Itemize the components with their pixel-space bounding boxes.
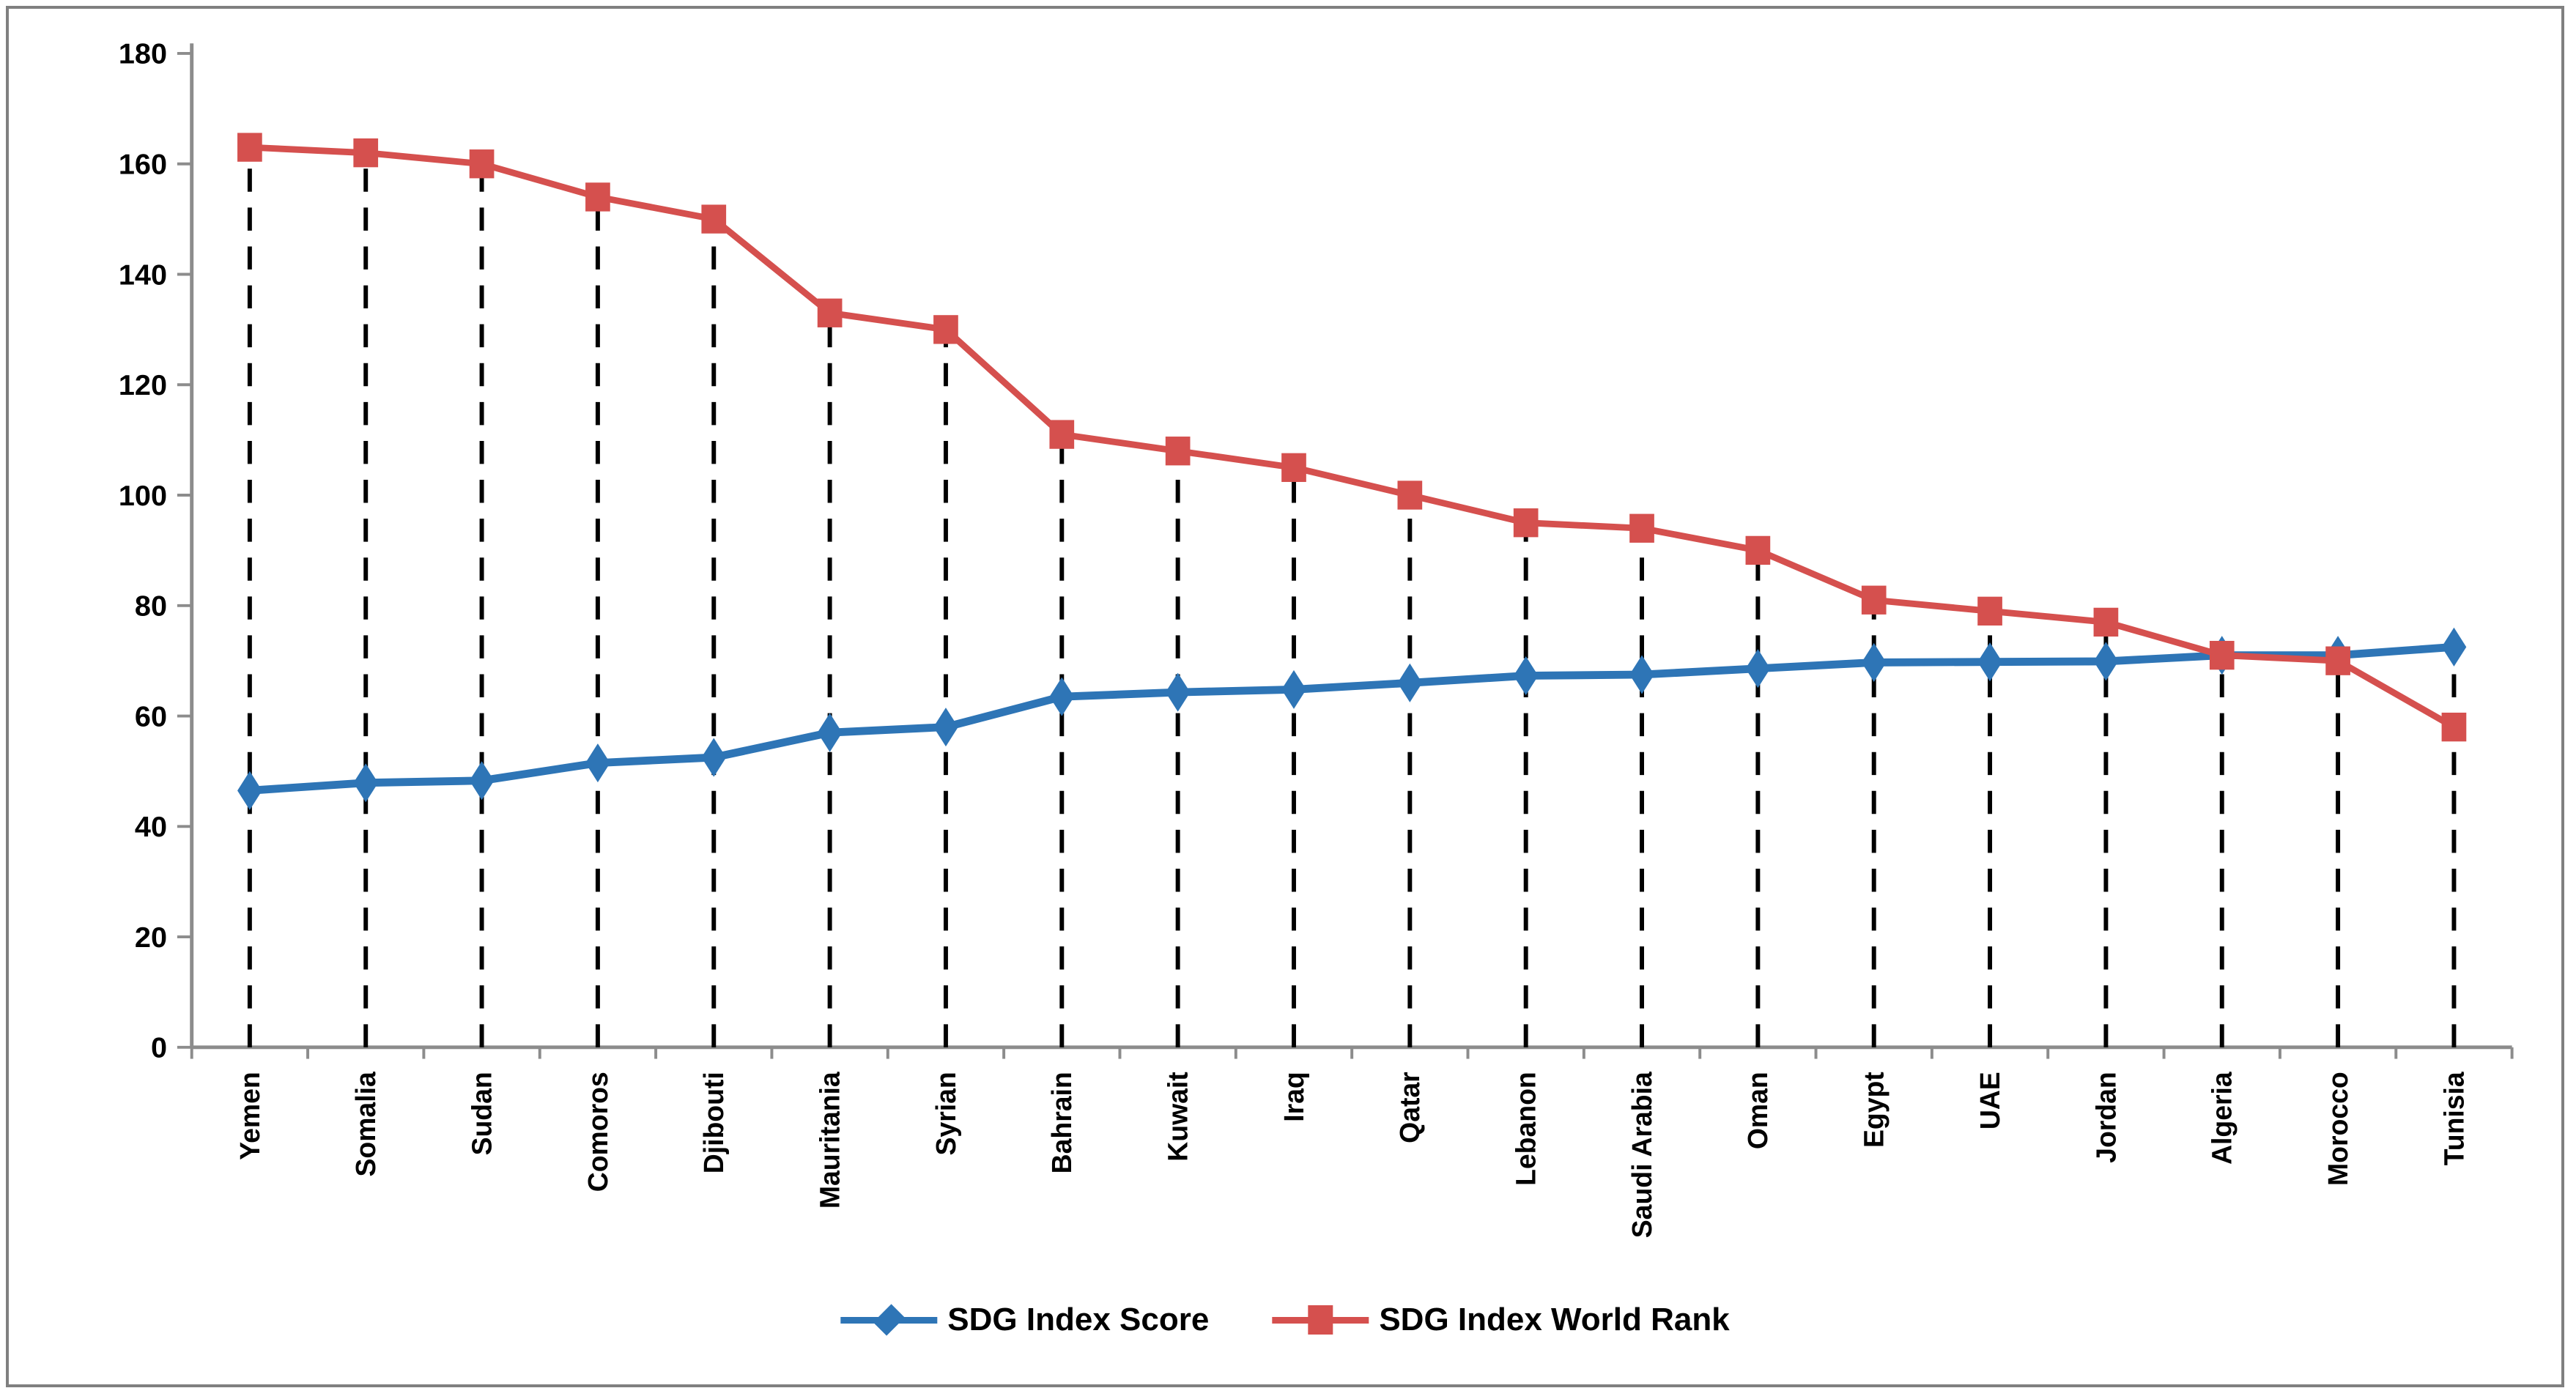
x-category-label: Comoros [582, 1072, 613, 1192]
x-category-label: Mauritania [814, 1071, 845, 1209]
y-tick-label: 0 [151, 1032, 167, 1064]
data-point-rank[interactable] [1745, 535, 1771, 565]
data-point-rank[interactable] [2325, 646, 2350, 675]
x-category-label: Kuwait [1162, 1072, 1193, 1162]
data-point-score[interactable] [933, 708, 958, 747]
data-point-score[interactable] [2093, 642, 2119, 681]
data-point-rank[interactable] [2209, 640, 2235, 670]
x-category-label: Algeria [2207, 1071, 2238, 1165]
diamond-marker-icon [873, 1304, 905, 1336]
y-tick-label: 100 [119, 480, 167, 512]
data-point-rank[interactable] [1977, 596, 2002, 626]
x-category-label: Lebanon [1510, 1072, 1541, 1186]
legend-item-sdg-index-score[interactable]: SDG Index Score [840, 1299, 1209, 1340]
data-point-score[interactable] [1281, 669, 1306, 709]
data-point-score[interactable] [469, 761, 495, 801]
data-point-score[interactable] [701, 738, 727, 777]
data-point-rank[interactable] [1165, 437, 1191, 466]
data-point-score[interactable] [2441, 627, 2467, 667]
x-category-label: Jordan [2090, 1072, 2121, 1163]
legend-label-score: SDG Index Score [947, 1302, 1210, 1337]
y-tick-label: 160 [119, 149, 167, 181]
x-category-label: Morocco [2323, 1072, 2353, 1186]
data-point-rank[interactable] [1861, 585, 1887, 615]
data-point-rank[interactable] [2093, 607, 2119, 637]
legend-item-sdg-index-world-rank[interactable]: SDG Index World Rank [1272, 1299, 1730, 1340]
series-line-rank[interactable] [246, 144, 2457, 731]
data-point-rank[interactable] [1281, 453, 1306, 482]
data-point-score[interactable] [1049, 677, 1075, 716]
x-category-label: Egypt [1858, 1072, 1889, 1148]
x-category-label: Bahrain [1046, 1072, 1077, 1173]
data-point-score[interactable] [1165, 672, 1191, 712]
data-point-rank[interactable] [469, 149, 495, 179]
y-tick-label: 140 [119, 259, 167, 291]
data-point-score[interactable] [585, 743, 610, 783]
data-point-score[interactable] [1861, 642, 1887, 682]
data-point-score[interactable] [237, 771, 262, 810]
data-point-rank[interactable] [1513, 508, 1539, 538]
data-point-rank[interactable] [1397, 480, 1423, 510]
data-point-score[interactable] [1629, 655, 1654, 694]
data-point-rank[interactable] [817, 298, 843, 327]
y-tick-label: 80 [135, 590, 167, 623]
data-point-score[interactable] [353, 763, 379, 803]
data-point-rank[interactable] [1049, 420, 1075, 449]
square-marker-icon [1308, 1305, 1333, 1335]
data-point-score[interactable] [1977, 642, 2002, 682]
data-point-rank[interactable] [585, 182, 610, 212]
y-tick-label: 40 [135, 811, 167, 843]
y-tick-label: 60 [135, 700, 167, 732]
rank-legend-swatch [1272, 1299, 1369, 1340]
chart-frame: 0 20 40 60 80 100 120 140 160 180 Yemen Somalia Suda… [6, 6, 2564, 1387]
x-category-label: Oman [1742, 1072, 1773, 1149]
data-point-score[interactable] [1745, 649, 1771, 689]
series-line-score[interactable] [245, 642, 2458, 795]
y-tick-label: 20 [135, 921, 167, 954]
legend-label-rank: SDG Index World Rank [1379, 1302, 1730, 1337]
data-point-score[interactable] [1513, 656, 1539, 696]
x-category-label: Iraq [1278, 1072, 1309, 1122]
x-category-label: Tunisia [2438, 1071, 2469, 1165]
x-category-label: Sudan [466, 1072, 497, 1155]
score-legend-swatch [840, 1299, 938, 1340]
data-point-score[interactable] [1397, 663, 1423, 702]
data-point-score[interactable] [817, 713, 843, 752]
x-category-label: Yemen [234, 1072, 265, 1159]
x-category-label: Somalia [350, 1071, 381, 1176]
y-tick-label: 120 [119, 369, 167, 401]
y-tick-label: 180 [119, 38, 167, 70]
data-point-rank[interactable] [701, 204, 727, 234]
data-point-rank[interactable] [933, 315, 958, 344]
x-category-label: Saudi Arabia [1626, 1071, 1657, 1238]
x-category-label: Qatar [1394, 1072, 1425, 1143]
data-point-rank[interactable] [1629, 513, 1654, 543]
chart-legend: SDG Index Score SDG Index World Rank [840, 1299, 1730, 1340]
data-point-rank[interactable] [353, 138, 379, 168]
x-category-label: Syrian [930, 1072, 961, 1155]
data-point-rank[interactable] [2441, 712, 2467, 742]
x-category-label: Djibouti [698, 1072, 729, 1173]
x-category-label: UAE [1974, 1072, 2005, 1129]
data-point-rank[interactable] [237, 133, 262, 162]
sdg-index-line-chart: 0 20 40 60 80 100 120 140 160 180 Yemen Somalia Suda… [119, 38, 2514, 1238]
